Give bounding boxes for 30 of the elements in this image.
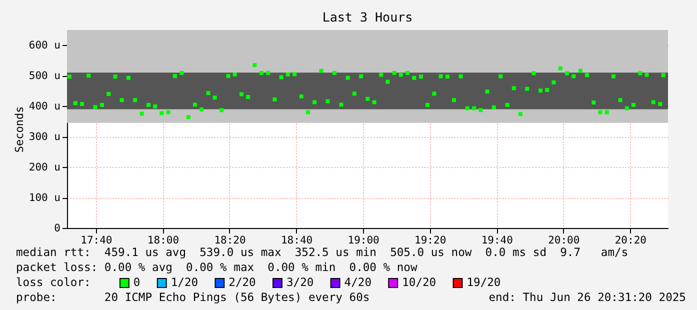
x-tick-label: 19:00	[348, 234, 380, 246]
y-tick-label: 400 u	[28, 100, 60, 113]
y-tick-label: 500 u	[28, 70, 60, 82]
x-tick-label: 17:40	[80, 234, 112, 246]
chart-title: Last 3 Hours	[322, 10, 413, 24]
legend-label: 1/20	[170, 276, 198, 289]
x-tick-label: 18:40	[280, 234, 313, 246]
x-tick-label: 18:20	[214, 234, 246, 246]
y-tick-label: 0	[54, 222, 60, 234]
y-tick-label: 300 u	[28, 131, 60, 144]
y-tick-label: 200 u	[28, 162, 60, 174]
x-tick-label: 20:20	[614, 234, 646, 246]
text: probe: 20 ICMP Echo Pings (56 Bytes) every 60s	[16, 291, 370, 304]
y-tick-label: 600 u	[28, 40, 60, 52]
x-tick-label: 19:40	[481, 234, 513, 246]
text: end: Thu Jun 26 20:31:20 2025	[488, 291, 686, 304]
legend-label: 2/20	[228, 276, 256, 289]
x-tick-label: 20:00	[548, 234, 580, 246]
legend-label: 0	[133, 276, 140, 289]
text: median rtt: 459.1 us avg 539.0 us max 352.5 us min 505.0 us now 0.0 ms sd 9.7 am/s	[16, 246, 628, 259]
legend-label: 10/20	[402, 276, 436, 289]
y-tick-label: 100 u	[28, 192, 60, 204]
legend-label: 19/20	[466, 276, 501, 289]
x-tick-label: 19:20	[414, 234, 446, 246]
legend-title: loss color:	[16, 276, 91, 289]
text: packet loss: 0.00 % avg 0.00 % max 0.00 % min 0.00 % now	[16, 261, 418, 274]
legend-label: 3/20	[286, 276, 314, 289]
x-tick-label: 18:00	[147, 234, 180, 246]
y-axis-title: Seconds	[12, 106, 26, 153]
legend-label: 4/20	[344, 276, 372, 289]
